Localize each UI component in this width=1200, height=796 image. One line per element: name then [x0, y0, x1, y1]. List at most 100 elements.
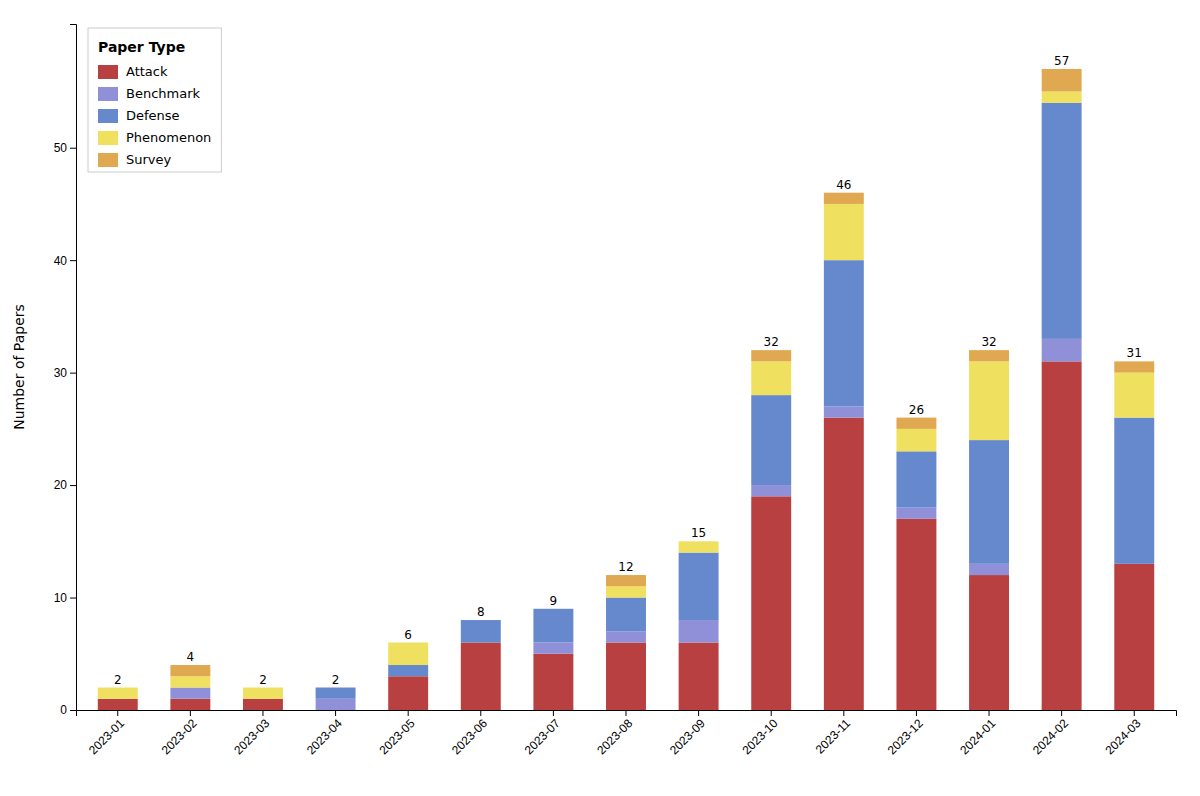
bar-segment: [751, 350, 791, 361]
x-tick-label: 2024-03: [1103, 716, 1144, 757]
x-tick-mark: [916, 710, 917, 716]
bar-segment: [533, 608, 573, 609]
y-tick-label: 0: [60, 703, 67, 717]
legend-swatch: [98, 153, 118, 167]
x-tick-label: 2023-04: [304, 716, 345, 757]
x-tick: 2023-09: [667, 710, 708, 757]
y-tick: 20: [54, 478, 76, 492]
y-tick-mark: [70, 710, 76, 711]
legend-label: Defense: [126, 108, 180, 123]
x-tick-label: 2023-03: [231, 716, 272, 757]
bar-segment: [824, 418, 864, 710]
y-tick-label: 10: [54, 591, 68, 605]
bar-segment: [751, 361, 791, 395]
bar-segment: [243, 688, 283, 699]
x-tick: 2023-05: [376, 710, 417, 757]
x-tick-label: 2024-02: [1030, 716, 1071, 757]
x-axis-line: [77, 711, 1177, 717]
bar-segment: [1114, 361, 1154, 372]
x-tick: 2023-11: [813, 710, 854, 757]
series-bars: [98, 361, 1154, 710]
bars: [98, 69, 1154, 710]
bar-segment: [461, 620, 501, 642]
legend-label: Benchmark: [126, 86, 201, 101]
y-tick-label: 20: [54, 478, 68, 492]
bar-segment: [98, 688, 138, 699]
bar-segment: [533, 654, 573, 710]
x-tick: 2024-01: [957, 710, 998, 757]
total-label: 26: [909, 403, 924, 417]
bar-segment: [388, 665, 428, 676]
bar-segment: [679, 643, 719, 710]
bar-segment: [170, 676, 210, 687]
y-tick-mark: [70, 148, 76, 149]
legend-label: Phenomenon: [126, 130, 211, 145]
x-tick-label: 2023-05: [376, 716, 417, 757]
bar-segment: [824, 193, 864, 204]
total-label: 2: [332, 673, 340, 687]
y-tick-label: 40: [54, 254, 68, 268]
bar-segment: [461, 643, 501, 710]
chart: 010203040502023-012023-022023-032023-042…: [0, 0, 1200, 796]
legend-label: Attack: [126, 64, 168, 79]
bar-segment: [533, 609, 573, 643]
plot: 010203040502023-012023-022023-032023-042…: [11, 25, 1177, 758]
bar-segment: [969, 575, 1009, 710]
y-axis-line: [70, 25, 77, 711]
total-label: 57: [1054, 54, 1069, 68]
total-label: 32: [764, 335, 779, 349]
x-tick-label: 2023-06: [449, 716, 490, 757]
bar-segment: [170, 665, 210, 676]
x-tick-label: 2023-12: [885, 716, 926, 757]
bar-segment: [679, 553, 719, 620]
total-label: 31: [1127, 346, 1142, 360]
total-label: 4: [187, 650, 195, 664]
bar-segment: [316, 687, 356, 688]
legend-swatch: [98, 65, 118, 79]
bar-segment: [679, 541, 719, 542]
bar-segment: [679, 620, 719, 642]
bar-segment: [896, 519, 936, 710]
y-tick-mark: [70, 598, 76, 599]
legend-swatch: [98, 109, 118, 123]
bar-segment: [316, 687, 356, 688]
total-label: 2: [114, 673, 122, 687]
bar-segment: [896, 429, 936, 451]
legend-title: Paper Type: [98, 39, 185, 55]
x-axis: 2023-01 2023-02 2023-03 2023-04 2023-05 2023-…: [77, 710, 1177, 757]
x-tick-mark: [698, 710, 699, 716]
bar-segment: [824, 204, 864, 260]
y-tick: 10: [54, 591, 76, 605]
bar-segment: [1042, 361, 1082, 710]
bar-segment: [606, 643, 646, 710]
bar-segment: [606, 586, 646, 597]
bar-segment: [751, 395, 791, 485]
x-tick: 2023-04: [304, 710, 345, 757]
x-tick: 2023-12: [885, 710, 926, 757]
x-tick-label: 2023-01: [86, 716, 127, 757]
bar-segment: [1042, 103, 1082, 339]
x-tick-mark: [190, 710, 191, 716]
legend-item: Phenomenon: [98, 130, 211, 145]
x-tick-mark: [771, 710, 772, 716]
x-tick: 2023-10: [740, 710, 781, 757]
x-tick-mark: [1061, 710, 1062, 716]
total-label: 15: [691, 526, 706, 540]
y-tick: 40: [54, 254, 76, 268]
y-axis-title: Number of Papers: [11, 304, 27, 430]
bar-segment: [388, 643, 428, 665]
y-tick: 30: [54, 366, 76, 380]
legend-item: Defense: [98, 108, 180, 123]
bar-segment: [316, 688, 356, 699]
x-tick-label: 2024-01: [957, 716, 998, 757]
x-tick-mark: [262, 710, 263, 716]
x-tick-label: 2023-02: [159, 716, 200, 757]
bar-segment: [1114, 564, 1154, 710]
bar-segment: [679, 541, 719, 552]
series-bars: [316, 103, 1155, 699]
bar-segment: [606, 631, 646, 642]
bar-segment: [170, 688, 210, 699]
bar-segment: [98, 699, 138, 710]
bar-segment: [969, 440, 1009, 564]
legend-item: Benchmark: [98, 86, 201, 101]
